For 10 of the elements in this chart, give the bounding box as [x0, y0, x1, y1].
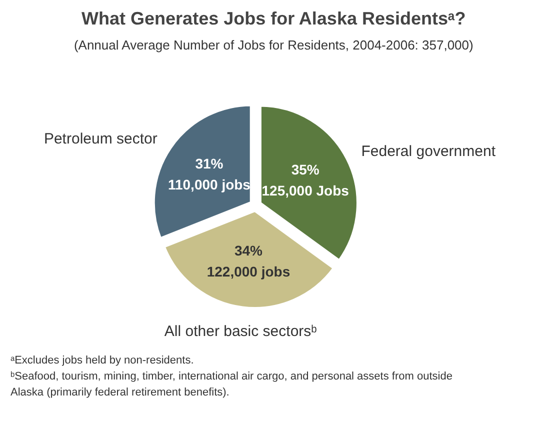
slice-label: All other basic sectorsᵇ: [164, 323, 318, 340]
data-label: 31% 110,000 jobs: [168, 156, 251, 192]
slice-label: Petroleum sector: [44, 130, 158, 148]
chart-title: What Generates Jobs for Alaska Residentsᵃ?: [82, 8, 466, 28]
data-label: 34% 122,000 jobs: [206, 242, 290, 280]
slice-label: Federal government: [361, 143, 496, 160]
text: ᵃExcludes jobs held by non-residents.: [10, 354, 194, 366]
chart-subtitle: (Annual Average Number of Jobs for Residents, 2004-2006: 357,000): [74, 38, 474, 52]
text: ᵇSeafood, tourism, mining, timber, international air cargo, and personal assets from outside Alaska (primarily federal retirement benefits).: [10, 370, 452, 398]
data-label: 35% 125,000 Jobs: [262, 162, 350, 198]
